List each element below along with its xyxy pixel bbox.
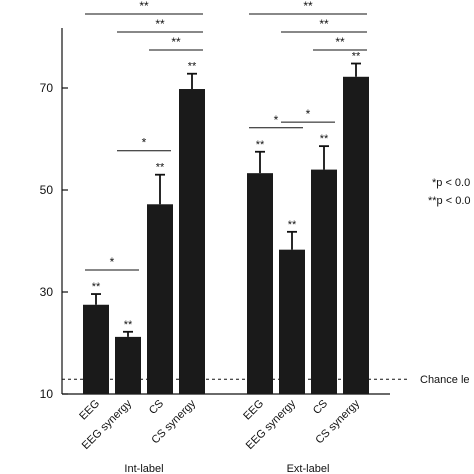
bar: [247, 173, 273, 394]
bracket-label: **: [319, 17, 329, 31]
bar: [147, 204, 173, 394]
y-tick-label: 10: [40, 387, 54, 401]
bar-significance-mark: **: [320, 133, 329, 145]
group-label: Int-label: [124, 463, 163, 474]
bracket-label: *: [110, 255, 115, 269]
legend-entry: **p < 0.0: [428, 195, 471, 207]
bar-significance-mark: **: [352, 51, 361, 63]
bar-significance-mark: **: [124, 319, 133, 331]
bar: [115, 336, 141, 394]
chance-level-label: Chance le: [420, 374, 470, 386]
bar-significance-mark: **: [92, 281, 101, 293]
bracket-label: **: [155, 17, 165, 31]
legend: *p < 0.0 **p < 0.0: [428, 177, 471, 207]
bar-significance-mark: **: [256, 139, 265, 151]
significance-brackets: ********* *******: [85, 0, 367, 271]
group-label: Ext-label: [287, 463, 330, 474]
category-label: CS: [147, 398, 166, 417]
y-tick-label: 30: [40, 285, 54, 299]
bracket-label: **: [335, 35, 345, 49]
bar: [279, 249, 305, 394]
category-label: EEG: [241, 398, 266, 423]
legend-entry: *p < 0.0: [432, 177, 470, 189]
y-tick-label: 70: [40, 81, 54, 95]
y-tick-label: 50: [40, 183, 54, 197]
bar-significance-mark: **: [156, 162, 165, 174]
bar: [311, 169, 337, 394]
category-label: EEG: [77, 398, 102, 423]
bar: [83, 304, 109, 394]
bracket-label: **: [171, 35, 181, 49]
bar-significance-mark: **: [188, 61, 197, 73]
bar-significance-mark: **: [288, 219, 297, 231]
bar: [179, 89, 205, 395]
bar: [343, 76, 369, 394]
category-label: CS: [311, 398, 330, 417]
bracket-label: *: [142, 136, 147, 150]
bars-group: ****************: [83, 51, 369, 395]
bracket-label: **: [303, 0, 313, 13]
bracket-label: *: [274, 113, 279, 127]
bracket-label: *: [306, 107, 311, 121]
bracket-label: **: [139, 0, 149, 13]
